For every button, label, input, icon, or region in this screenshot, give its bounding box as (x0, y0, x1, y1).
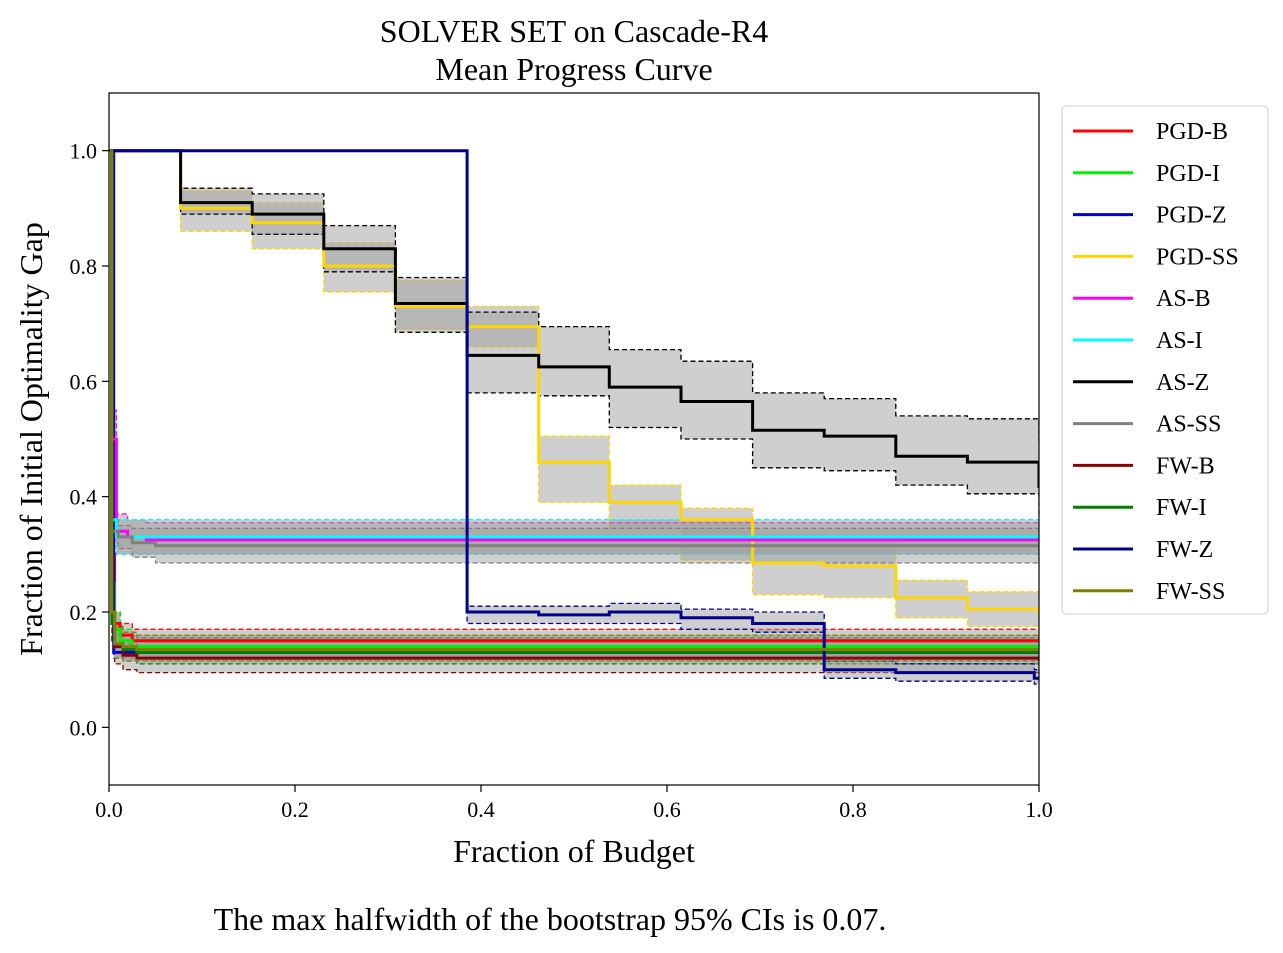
legend-label-as-b: AS-B (1156, 286, 1211, 312)
series-line-pgd-ss (109, 149, 1039, 615)
legend-label-pgd-i: PGD-I (1156, 161, 1220, 187)
confidence-bands (109, 150, 1039, 685)
series-lines (109, 149, 1039, 680)
legend-label-as-z: AS-Z (1156, 370, 1209, 396)
y-axis-label: Fraction of Initial Optimality Gap (13, 222, 49, 656)
ci-lower-as-z (109, 150, 1039, 517)
legend-label-as-i: AS-I (1156, 328, 1203, 354)
legend-label-as-ss: AS-SS (1156, 412, 1221, 438)
chart-subtitle: Mean Progress Curve (435, 51, 712, 87)
x-tick-label: 0.4 (467, 797, 495, 822)
y-axis-ticks: 0.0 0.2 0.4 0.6 0.8 1.0 (70, 139, 109, 740)
legend-box (1061, 105, 1269, 615)
legend-label-fw-ss: FW-SS (1156, 579, 1225, 605)
x-axis-label: Fraction of Budget (453, 833, 695, 869)
legend-label-pgd-b: PGD-B (1156, 119, 1228, 145)
x-axis-ticks: 0.0 0.2 0.4 0.6 0.8 1.0 (95, 785, 1053, 822)
ci-halfwidth-note: The max halfwidth of the bootstrap 95% C… (214, 901, 887, 937)
series-line-fw-ss (109, 149, 1039, 651)
chart-title: SOLVER SET on Cascade-R4 (380, 13, 768, 49)
legend-label-fw-b: FW-B (1156, 453, 1215, 479)
ci-lower-fw-i (109, 150, 1039, 665)
ci-band-as-z (109, 150, 1039, 517)
y-tick-label: 0.0 (70, 715, 98, 740)
x-tick-label: 1.0 (1025, 797, 1053, 822)
y-tick-label: 1.0 (70, 139, 98, 164)
x-tick-label: 0.0 (95, 797, 123, 822)
ci-lower-fw-z (109, 150, 1039, 685)
y-tick-label: 0.4 (70, 485, 98, 510)
legend-label-fw-i: FW-I (1156, 495, 1207, 521)
ci-lower-fw-b (109, 150, 1039, 674)
ci-upper-as-z (109, 150, 1039, 445)
ci-upper-as-ss (109, 150, 1039, 530)
y-tick-label: 0.6 (70, 369, 98, 394)
y-tick-label: 0.8 (70, 254, 98, 279)
legend-label-fw-z: FW-Z (1156, 537, 1213, 563)
x-tick-label: 0.2 (281, 797, 309, 822)
legend-label-pgd-ss: PGD-SS (1156, 244, 1239, 270)
plot-frame (108, 92, 1040, 786)
legend-label-pgd-z: PGD-Z (1156, 203, 1227, 229)
series-line-as-z (109, 149, 1039, 488)
x-tick-label: 0.8 (839, 797, 867, 822)
ci-upper-fw-z (109, 150, 1039, 671)
legend: PGD-B PGD-I PGD-Z PGD-SS AS-B AS-I AS-Z AS-SS FW… (1061, 105, 1269, 615)
series-line-fw-z (109, 149, 1039, 680)
x-tick-label: 0.6 (653, 797, 681, 822)
y-tick-label: 0.2 (70, 600, 98, 625)
